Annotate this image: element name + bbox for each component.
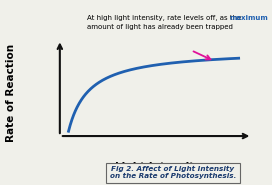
Text: amount of light has already been trapped: amount of light has already been trapped: [87, 24, 233, 30]
Text: Rate of Reaction: Rate of Reaction: [6, 43, 16, 142]
Text: At high light intensity, rate levels off, as the: At high light intensity, rate levels off…: [87, 15, 244, 21]
Text: Light Intensity: Light Intensity: [115, 162, 201, 171]
Text: Fig 2. Affect of Light Intensity
on the Rate of Photosynthesis.: Fig 2. Affect of Light Intensity on the …: [110, 166, 236, 179]
Text: maximum: maximum: [230, 15, 268, 21]
